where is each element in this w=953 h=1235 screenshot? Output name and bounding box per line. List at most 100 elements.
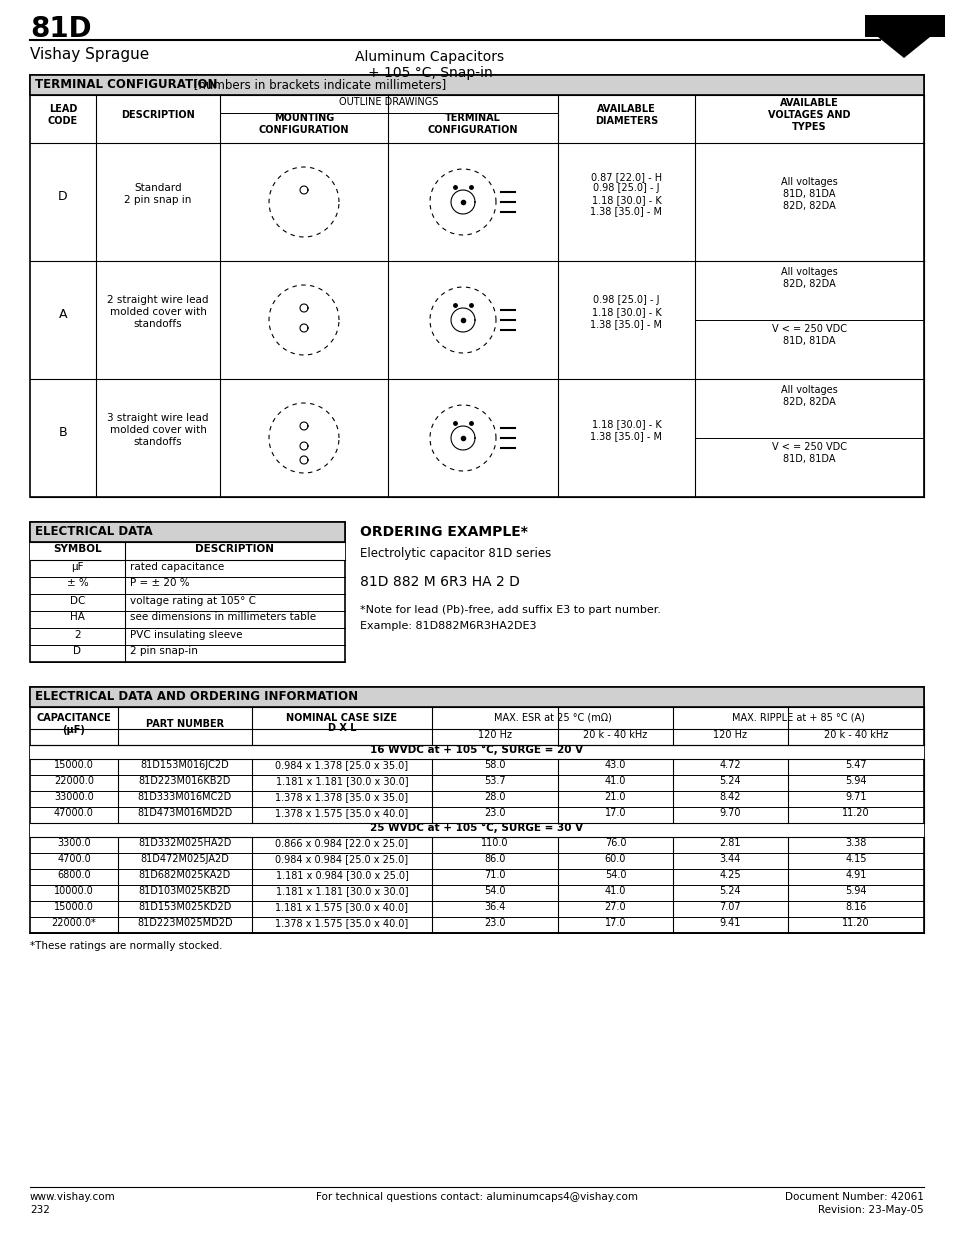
- Text: 81D153M016JC2D: 81D153M016JC2D: [140, 760, 229, 769]
- Text: 81D682M025KA2D: 81D682M025KA2D: [139, 869, 231, 881]
- Text: 53.7: 53.7: [484, 776, 505, 785]
- Text: PART NUMBER: PART NUMBER: [146, 719, 224, 729]
- Text: 120 Hz: 120 Hz: [713, 730, 747, 740]
- Text: 1.181 x 1.181 [30.0 x 30.0]: 1.181 x 1.181 [30.0 x 30.0]: [275, 776, 408, 785]
- Bar: [30, 687, 923, 706]
- Text: 5.24: 5.24: [719, 776, 740, 785]
- Text: 2 straight wire lead
molded cover with
standoffs: 2 straight wire lead molded cover with s…: [107, 295, 209, 329]
- Text: 7.07: 7.07: [719, 902, 740, 911]
- Text: 60.0: 60.0: [604, 853, 625, 864]
- Text: 0.87 [22.0] - H
0.98 [25.0] - J
1.18 [30.0] - K
1.38 [35.0] - M: 0.87 [22.0] - H 0.98 [25.0] - J 1.18 [30…: [590, 172, 661, 216]
- Text: 0.984 x 0.984 [25.0 x 25.0]: 0.984 x 0.984 [25.0 x 25.0]: [275, 853, 408, 864]
- Text: Revision: 23-May-05: Revision: 23-May-05: [818, 1205, 923, 1215]
- Text: VISHAY.: VISHAY.: [878, 22, 931, 35]
- Text: 4.72: 4.72: [719, 760, 740, 769]
- Text: 20 k - 40 kHz: 20 k - 40 kHz: [583, 730, 647, 740]
- Text: 81D153M025KD2D: 81D153M025KD2D: [138, 902, 232, 911]
- Bar: [864, 15, 944, 37]
- Bar: [30, 687, 923, 932]
- Text: 5.47: 5.47: [844, 760, 866, 769]
- Text: *Note for lead (Pb)-free, add suffix E3 to part number.: *Note for lead (Pb)-free, add suffix E3 …: [359, 605, 660, 615]
- Text: 1.378 x 1.575 [35.0 x 40.0]: 1.378 x 1.575 [35.0 x 40.0]: [275, 808, 408, 818]
- Text: 81D103M025KB2D: 81D103M025KB2D: [139, 885, 231, 897]
- Text: 5.94: 5.94: [844, 776, 866, 785]
- Text: 2.81: 2.81: [719, 839, 740, 848]
- Text: P = ± 20 %: P = ± 20 %: [130, 578, 190, 589]
- Text: 2: 2: [74, 630, 81, 640]
- Bar: [30, 522, 345, 662]
- Text: 232: 232: [30, 1205, 50, 1215]
- Text: 110.0: 110.0: [480, 839, 508, 848]
- Bar: [30, 542, 345, 559]
- Text: 1.378 x 1.575 [35.0 x 40.0]: 1.378 x 1.575 [35.0 x 40.0]: [275, 918, 408, 927]
- Text: D: D: [73, 646, 81, 657]
- Text: Standard
2 pin snap in: Standard 2 pin snap in: [124, 183, 192, 205]
- Text: 0.866 x 0.984 [22.0 x 25.0]: 0.866 x 0.984 [22.0 x 25.0]: [275, 839, 408, 848]
- Text: Document Number: 42061: Document Number: 42061: [784, 1192, 923, 1202]
- Bar: [30, 745, 923, 760]
- Text: CAPACITANCE
(μF): CAPACITANCE (μF): [36, 713, 112, 735]
- Text: 41.0: 41.0: [604, 776, 625, 785]
- Text: 9.41: 9.41: [720, 918, 740, 927]
- Text: 47000.0: 47000.0: [54, 808, 93, 818]
- Text: 54.0: 54.0: [484, 885, 505, 897]
- Text: 54.0: 54.0: [604, 869, 625, 881]
- Text: NOMINAL CASE SIZE: NOMINAL CASE SIZE: [286, 713, 397, 722]
- Text: 23.0: 23.0: [484, 918, 505, 927]
- Text: All voltages
81D, 81DA
82D, 82DA: All voltages 81D, 81DA 82D, 82DA: [781, 178, 837, 211]
- Text: 81D332M025HA2D: 81D332M025HA2D: [138, 839, 232, 848]
- Text: 2 pin snap-in: 2 pin snap-in: [130, 646, 197, 657]
- Text: 81D333M016MC2D: 81D333M016MC2D: [138, 792, 232, 802]
- Text: 36.4: 36.4: [484, 902, 505, 911]
- Text: MAX. ESR at 25 °C (mΩ): MAX. ESR at 25 °C (mΩ): [493, 713, 611, 722]
- Text: 3.44: 3.44: [720, 853, 740, 864]
- Text: ± %: ± %: [67, 578, 89, 589]
- Text: LEAD
CODE: LEAD CODE: [48, 104, 78, 126]
- Text: 120 Hz: 120 Hz: [477, 730, 512, 740]
- Text: 1.181 x 0.984 [30.0 x 25.0]: 1.181 x 0.984 [30.0 x 25.0]: [275, 869, 408, 881]
- Text: 21.0: 21.0: [604, 792, 625, 802]
- Bar: [30, 75, 923, 496]
- Text: 11.20: 11.20: [841, 808, 869, 818]
- Text: For technical questions contact: aluminumcaps4@vishay.com: For technical questions contact: aluminu…: [315, 1192, 638, 1202]
- Text: 17.0: 17.0: [604, 808, 625, 818]
- Text: 0.984 x 1.378 [25.0 x 35.0]: 0.984 x 1.378 [25.0 x 35.0]: [275, 760, 408, 769]
- Text: 3 straight wire lead
molded cover with
standoffs: 3 straight wire lead molded cover with s…: [107, 414, 209, 447]
- Text: 10000.0: 10000.0: [54, 885, 93, 897]
- Text: 81D472M025JA2D: 81D472M025JA2D: [140, 853, 230, 864]
- Text: 20 k - 40 kHz: 20 k - 40 kHz: [823, 730, 887, 740]
- Text: 4.91: 4.91: [844, 869, 865, 881]
- Text: 81D: 81D: [30, 15, 91, 43]
- Text: 8.42: 8.42: [719, 792, 740, 802]
- Text: 81D223M025MD2D: 81D223M025MD2D: [137, 918, 233, 927]
- Text: All voltages
82D, 82DA: All voltages 82D, 82DA: [781, 385, 837, 406]
- Text: 3.38: 3.38: [844, 839, 865, 848]
- Text: All voltages
82D, 82DA: All voltages 82D, 82DA: [781, 267, 837, 289]
- Text: OUTLINE DRAWINGS: OUTLINE DRAWINGS: [339, 98, 438, 107]
- Text: Electrolytic capacitor 81D series: Electrolytic capacitor 81D series: [359, 547, 551, 559]
- Text: 1.18 [30.0] - K
1.38 [35.0] - M: 1.18 [30.0] - K 1.38 [35.0] - M: [590, 419, 661, 441]
- Text: 58.0: 58.0: [484, 760, 505, 769]
- Bar: [30, 75, 923, 95]
- Text: ELECTRICAL DATA: ELECTRICAL DATA: [35, 525, 152, 538]
- Text: DESCRIPTION: DESCRIPTION: [195, 543, 274, 555]
- Text: www.vishay.com: www.vishay.com: [30, 1192, 115, 1202]
- Text: 1.378 x 1.378 [35.0 x 35.0]: 1.378 x 1.378 [35.0 x 35.0]: [275, 792, 408, 802]
- Text: rated capacitance: rated capacitance: [130, 562, 224, 572]
- Text: 4700.0: 4700.0: [57, 853, 91, 864]
- Text: V < = 250 VDC
81D, 81DA: V < = 250 VDC 81D, 81DA: [771, 442, 846, 463]
- Text: Aluminum Capacitors
+ 105 °C, Snap-in: Aluminum Capacitors + 105 °C, Snap-in: [355, 49, 504, 80]
- Text: 41.0: 41.0: [604, 885, 625, 897]
- Text: D: D: [58, 190, 68, 204]
- Text: 1.181 x 1.575 [30.0 x 40.0]: 1.181 x 1.575 [30.0 x 40.0]: [275, 902, 408, 911]
- Text: 1.181 x 1.181 [30.0 x 30.0]: 1.181 x 1.181 [30.0 x 30.0]: [275, 885, 408, 897]
- Text: 81D 882 M 6R3 HA 2 D: 81D 882 M 6R3 HA 2 D: [359, 576, 519, 589]
- Text: 4.25: 4.25: [719, 869, 740, 881]
- Text: B: B: [59, 426, 68, 440]
- Text: V < = 250 VDC
81D, 81DA: V < = 250 VDC 81D, 81DA: [771, 324, 846, 346]
- Text: DESCRIPTION: DESCRIPTION: [121, 110, 194, 120]
- Text: Vishay Sprague: Vishay Sprague: [30, 47, 149, 62]
- Text: ELECTRICAL DATA AND ORDERING INFORMATION: ELECTRICAL DATA AND ORDERING INFORMATION: [35, 690, 357, 703]
- Text: 86.0: 86.0: [484, 853, 505, 864]
- Text: TERMINAL
CONFIGURATION: TERMINAL CONFIGURATION: [427, 114, 517, 135]
